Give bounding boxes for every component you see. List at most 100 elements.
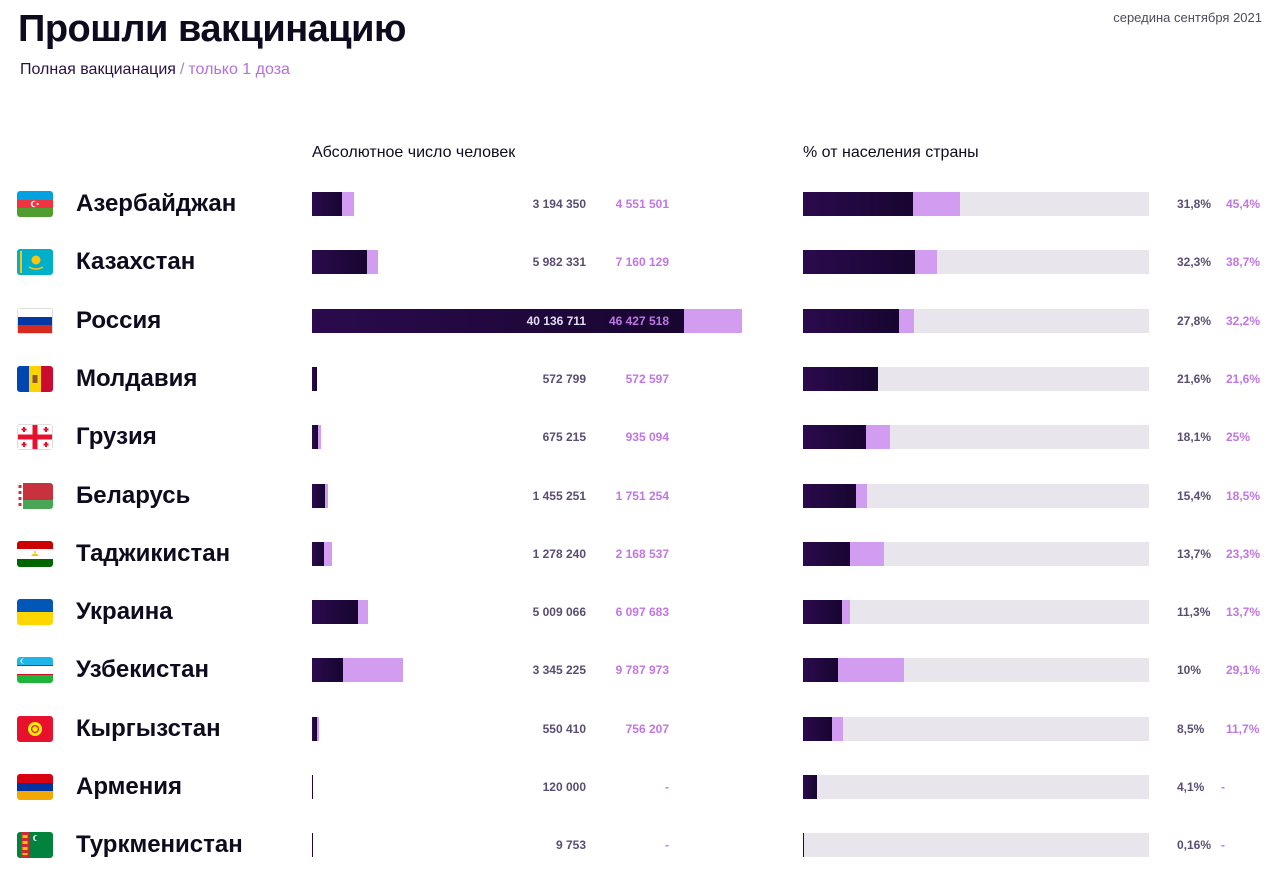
abs-value-partial: - <box>665 780 669 794</box>
abs-value-partial: 2 168 537 <box>615 546 669 561</box>
pct-value-partial: - <box>1221 838 1225 853</box>
abs-value-full: 1 278 240 <box>532 546 586 561</box>
abs-value-full: 572 799 <box>542 371 586 386</box>
table-row: Азербайджан 3 194 350 4 551 501 31,8% 45,4% <box>0 184 1280 224</box>
abs-value-full: 120 000 <box>542 780 586 794</box>
pct-value-full: 11,3% <box>1177 605 1211 620</box>
ge-flag-icon <box>17 424 53 451</box>
absolute-column-header: Абсолютное число человек <box>312 144 516 161</box>
country-name: Узбекистан <box>76 656 209 684</box>
pct-value-partial: 18,5% <box>1226 488 1261 503</box>
abs-value-full: 9 753 <box>555 838 586 853</box>
abs-value-full: 40 136 711 <box>526 313 586 328</box>
country-name: Россия <box>76 306 162 334</box>
table-row: Грузия 675 215 935 094 18,1% 25% <box>0 417 1280 457</box>
country-name: Украина <box>76 598 173 626</box>
pct-value-partial: 21,6% <box>1226 371 1261 386</box>
abs-bar-full <box>312 308 684 333</box>
pct-value-full: 31,8% <box>1177 197 1212 211</box>
legend-separator: / <box>179 61 185 78</box>
pct-value-full: 4,1% <box>1177 780 1205 794</box>
tm-flag-icon <box>17 832 53 859</box>
abs-bar-full <box>312 833 313 858</box>
pct-bar-full <box>803 308 900 333</box>
country-name: Азербайджан <box>76 190 237 217</box>
legend: Полная вакцианация / только 1 доза <box>20 61 290 79</box>
abs-value-partial: 46 427 518 <box>608 313 669 328</box>
pct-value-full: 13,7% <box>1177 546 1212 561</box>
abs-bar-full <box>312 192 342 216</box>
pct-value-full: 32,3% <box>1177 255 1212 270</box>
pct-bar-track <box>803 716 1149 741</box>
pct-value-full: 15,4% <box>1177 488 1212 503</box>
pct-bar-full <box>803 833 804 858</box>
pct-bar-full <box>803 600 843 625</box>
pct-bar-full <box>803 483 857 508</box>
abs-value-partial: 7 160 129 <box>615 255 669 270</box>
country-name: Молдавия <box>76 364 198 392</box>
abs-value-full: 3 345 225 <box>532 663 586 678</box>
pct-bar-full <box>803 192 914 216</box>
abs-bar-full <box>312 716 318 741</box>
table-row: Кыргызстан 550 410 756 207 8,5% 11,7% <box>0 709 1280 749</box>
table-row: Украина 5 009 066 6 097 683 11,3% 13,7% <box>0 592 1280 632</box>
pct-bar-full <box>803 541 851 566</box>
country-name: Казахстан <box>76 248 196 276</box>
country-name: Туркменистан <box>76 831 243 859</box>
abs-value-full: 1 455 251 <box>532 488 586 503</box>
abs-value-full: 5 982 331 <box>532 255 586 270</box>
pct-value-partial: 29,1% <box>1226 663 1261 678</box>
abs-bar-full <box>312 600 359 625</box>
pct-value-full: 0,16% <box>1177 838 1212 853</box>
abs-value-partial: 756 207 <box>625 721 669 736</box>
abs-value-partial: 572 597 <box>625 371 669 386</box>
country-name: Кыргызстан <box>76 714 221 742</box>
country-name: Таджикистан <box>76 539 231 567</box>
abs-value-partial: 935 094 <box>625 430 669 445</box>
table-row: Таджикистан 1 278 240 2 168 537 13,7% 23,3% <box>0 534 1280 574</box>
abs-value-partial: - <box>665 838 669 853</box>
date-label: середина сентября 2021 <box>1113 10 1262 25</box>
by-flag-icon <box>17 482 53 509</box>
table-row: Казахстан 5 982 331 7 160 129 32,3% 38,7% <box>0 242 1280 282</box>
abs-bar-full <box>312 775 314 799</box>
kz-flag-icon <box>17 249 53 276</box>
table-row: Россия 40 136 711 46 427 518 27,8% 32,2% <box>0 301 1280 341</box>
abs-value-partial: 1 751 254 <box>615 488 669 503</box>
abs-bar-full <box>312 250 368 275</box>
pct-value-full: 8,5% <box>1177 721 1205 736</box>
pct-bar-full <box>803 775 818 799</box>
pct-bar-track <box>803 600 1149 625</box>
abs-bar-full <box>312 541 324 566</box>
country-name: Грузия <box>76 423 157 451</box>
abs-value-full: 5 009 066 <box>532 605 586 620</box>
pct-bar-track <box>803 833 1149 858</box>
md-flag-icon <box>17 365 53 392</box>
pct-value-partial: 11,7% <box>1226 721 1260 736</box>
abs-bar-full <box>312 483 326 508</box>
pct-value-full: 10% <box>1177 663 1202 678</box>
pct-bar-full <box>803 366 878 391</box>
pct-bar-full <box>803 250 915 275</box>
pct-value-partial: 32,2% <box>1226 313 1261 328</box>
pct-bar-full <box>803 716 833 741</box>
country-name: Беларусь <box>76 481 191 509</box>
pct-value-partial: 23,3% <box>1226 546 1261 561</box>
abs-bar-full <box>312 366 318 391</box>
table-row: Беларусь 1 455 251 1 751 254 15,4% 18,5% <box>0 476 1280 516</box>
table-row: Туркменистан 9 753-0,16% - <box>0 825 1280 865</box>
am-flag-icon <box>17 774 53 800</box>
pct-bar-full <box>803 658 838 683</box>
legend-partial: только 1 доза <box>188 61 290 78</box>
kg-flag-icon <box>17 715 53 742</box>
table-row: Армения 120 000 - 4,1% - <box>0 767 1280 807</box>
pct-value-partial: 25% <box>1226 430 1251 445</box>
uz-flag-icon <box>17 657 53 684</box>
pct-value-partial: 45,4% <box>1226 197 1261 211</box>
abs-bar-full <box>312 658 343 683</box>
abs-value-full: 3 194 350 <box>532 197 586 211</box>
az-flag-icon <box>17 191 53 217</box>
pct-bar-track <box>803 775 1149 799</box>
ua-flag-icon <box>17 599 53 626</box>
legend-full: Полная вакцианация <box>20 61 176 78</box>
